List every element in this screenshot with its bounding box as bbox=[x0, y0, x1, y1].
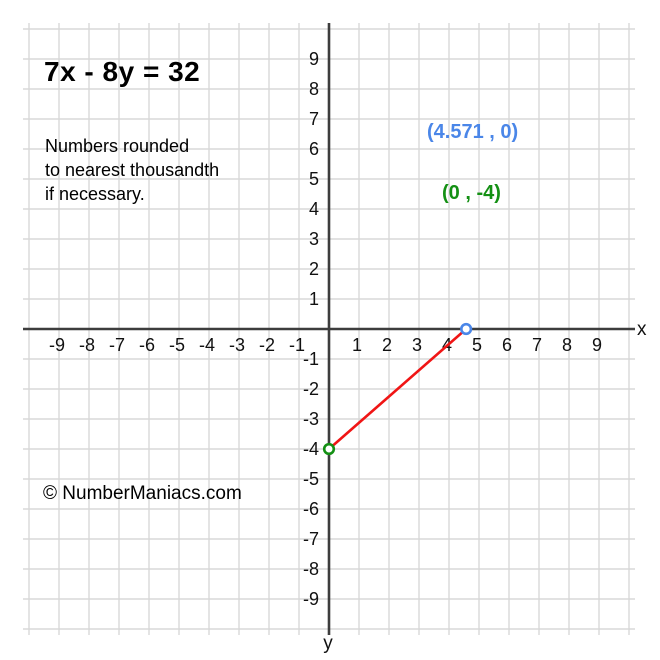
x-tick-label: 1 bbox=[352, 335, 362, 355]
x-tick-label: -2 bbox=[259, 335, 275, 355]
x-tick-label: -8 bbox=[79, 335, 95, 355]
equation-title: 7x - 8y = 32 bbox=[44, 56, 201, 87]
note-line-2: to nearest thousandth bbox=[45, 160, 220, 180]
y-tick-label: -3 bbox=[303, 409, 319, 429]
y-tick-label: 3 bbox=[309, 229, 319, 249]
x-tick-label: 6 bbox=[502, 335, 512, 355]
x-tick-label: -6 bbox=[139, 335, 155, 355]
x-tick-label: -7 bbox=[109, 335, 125, 355]
x-tick-label: -1 bbox=[289, 335, 305, 355]
y-tick-label: 6 bbox=[309, 139, 319, 159]
x-tick-label: 5 bbox=[472, 335, 482, 355]
x-tick-label: 2 bbox=[382, 335, 392, 355]
y-tick-label: 9 bbox=[309, 49, 319, 69]
watermark: © NumberManiacs.com bbox=[43, 483, 242, 504]
tick-labels: -9-8-7-6-5-4-3-2-1123456789-9-8-7-6-5-4-… bbox=[49, 49, 602, 609]
line-segment-group bbox=[322, 322, 473, 456]
y-tick-label: 1 bbox=[309, 289, 319, 309]
x-axis-label: x bbox=[637, 319, 647, 340]
x-tick-label: -3 bbox=[229, 335, 245, 355]
note-line-3: if necessary. bbox=[45, 184, 145, 204]
y-intercept-point bbox=[322, 442, 336, 456]
y-tick-label: -9 bbox=[303, 589, 319, 609]
x-tick-label: -5 bbox=[169, 335, 185, 355]
y-tick-label: 2 bbox=[309, 259, 319, 279]
y-tick-label: 4 bbox=[309, 199, 319, 219]
y-tick-label: 7 bbox=[309, 109, 319, 129]
y-tick-label: -2 bbox=[303, 379, 319, 399]
y-tick-label: -4 bbox=[303, 439, 319, 459]
y-tick-label: -5 bbox=[303, 469, 319, 489]
note-line-1: Numbers rounded bbox=[45, 136, 190, 156]
y-tick-label: -8 bbox=[303, 559, 319, 579]
x-tick-label: 8 bbox=[562, 335, 572, 355]
y-tick-label: -1 bbox=[303, 349, 319, 369]
rounding-note: Numbers rounded to nearest thousandth if… bbox=[45, 134, 219, 206]
y-axis-label: y bbox=[323, 633, 333, 654]
y-tick-label: 8 bbox=[309, 79, 319, 99]
axes bbox=[23, 23, 635, 635]
x-tick-label: 3 bbox=[412, 335, 422, 355]
y-tick-label: -6 bbox=[303, 499, 319, 519]
y-intercept-label: (0 , -4) bbox=[442, 182, 501, 204]
x-intercept-point bbox=[460, 322, 473, 336]
y-tick-label: -7 bbox=[303, 529, 319, 549]
y-tick-label: 5 bbox=[309, 169, 319, 189]
x-intercept-label: (4.571 , 0) bbox=[427, 121, 519, 143]
x-tick-label: -4 bbox=[199, 335, 215, 355]
x-tick-label: -9 bbox=[49, 335, 65, 355]
plotted-line bbox=[327, 327, 468, 451]
x-tick-label: 9 bbox=[592, 335, 602, 355]
x-tick-label: 7 bbox=[532, 335, 542, 355]
